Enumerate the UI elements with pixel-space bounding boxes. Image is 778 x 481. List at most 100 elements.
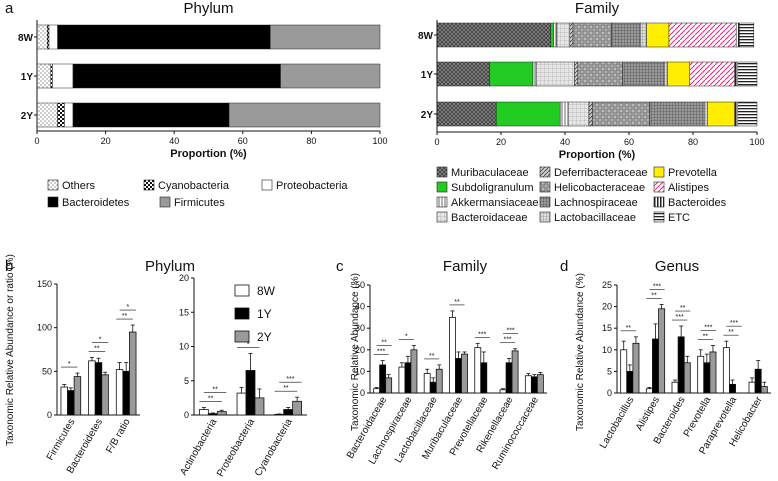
b-phylum-right-category-label: Cyanobacteria [253,417,295,479]
family-stack-seg-lachnospiraceae [622,61,665,87]
family-stack-seg-subdoligranulum [489,61,534,87]
c-family-bar [536,374,544,394]
phylum-legend-item-label: Cyanobacteria [158,180,230,192]
family-stack-seg-subdoligranulum [495,101,561,127]
phylum-stack-seg-proteobacteria [52,63,74,89]
b-phylum-right-ytick-label: 15 [179,307,189,317]
d-genus-signif-label: *** [730,320,738,327]
d-genus-bar [645,388,653,394]
d-genus-bar [677,336,685,394]
c-family-bar [385,377,393,394]
family-stack-xtick-label: 0 [434,137,439,147]
b-phylum-left-signif-label: * [68,361,71,368]
panel-label-c: c [336,258,344,275]
c-family-ytick-label: 40 [355,302,365,312]
d-genus-signif-label: *** [676,314,684,321]
d-genus-title: Genus [655,258,699,275]
family-legend-item-swatch [653,181,665,193]
phylum-stack-xtick-label: 0 [34,136,39,146]
phylum-stack-xtick-label: 40 [169,136,179,146]
b-legend-swatch [234,330,250,343]
family-stack-row-label: 2Y [421,110,434,121]
family-stack-xlabel: Proportion (%) [559,149,636,161]
b-phylum-left-bar [73,376,82,416]
b-phylum-right-bar [236,392,247,416]
family-stack-seg-deferribacteraceae [588,101,593,127]
d-genus-bar [722,347,730,394]
d-genus-bar [748,381,756,394]
family-stack-xtick-label: 80 [688,137,698,147]
b-phylum-right-bar [245,370,256,416]
d-genus-category-label: Alistipes [634,395,662,433]
b-legend-swatch [234,284,250,297]
family-stack-xtick-label: 100 [749,137,764,147]
c-family-bar [398,366,406,394]
family-stack-seg-muribaculaceae [436,61,491,87]
d-genus-bar [703,362,711,394]
family-stack-seg-bacteroides [734,101,739,127]
b-phylum-left-ytick-label: 100 [37,323,52,333]
d-genus-bar [626,370,634,394]
c-family-bar [379,364,387,394]
phylum-stack-xtick-label: 20 [101,136,111,146]
phylum-legend-item-label: Bacteroidetes [62,197,130,209]
family-stack-seg-deferribacteraceae [574,61,579,87]
c-family-bar [480,362,488,394]
c-family-bar [373,388,381,394]
family-legend-item-label: Prevotella [668,167,718,179]
d-genus-bar [671,381,679,394]
family-stack-seg-muribaculaceae [436,22,551,48]
d-genus-signif-label: *** [704,324,712,331]
phylum-stack-seg-firmicutes [228,102,381,128]
b-phylum-right-category-label: Actinobacteria [178,417,219,478]
b-phylum-right-signif-label: ** [208,395,214,402]
b-phylum-left-signif-label: * [99,336,102,343]
b-phylum-right-ytick-label: 10 [179,342,189,352]
phylum-stack-xtick-label: 60 [238,136,248,146]
family-stack-xtick-label: 20 [496,137,506,147]
c-family-bar [435,368,443,394]
family-stack-seg-muribaculaceae [436,101,497,127]
c-family-signif-label: *** [377,349,385,356]
phylum-stack-seg-proteobacteria [64,102,74,128]
family-stack-xtick-label: 60 [624,137,634,147]
phylum-stack-row-label: 2Y [21,111,34,122]
c-family-ytick-label: 0 [360,388,365,398]
family-stack-seg-lactobacillaceae [703,101,708,127]
family-stack-seg-etc [739,22,755,48]
c-family-bar [530,376,538,394]
phylum-stack-seg-others [36,24,48,50]
b-legend-label: 8W [257,284,276,298]
b-phylum-left-bar [129,331,137,416]
family-legend-item-label: Bacteroides [668,197,727,209]
d-genus-category-label: Lactobacillus [598,395,636,451]
d-genus-bar [697,355,705,394]
phylum-stack-xtick-label: 80 [306,136,316,146]
family-stack-seg-prevotella [707,101,735,127]
family-stack-seg-bacteroides [735,22,740,48]
c-family-bar [524,375,532,394]
family-legend-item-swatch [653,211,665,223]
c-family-bar [410,349,418,394]
family-stack-seg-lachnospiraceae [649,101,705,127]
b-phylum-left-category-label: F/B ratio [104,417,133,456]
family-stack-seg-prevotella [646,22,670,48]
family-stack-seg-subdoligranulum [550,22,555,48]
family-stack-seg-lactobacillaceae [639,22,647,48]
c-family-ytick-label: 50 [355,280,365,290]
phylum-stack-seg-bacteroidetes [72,63,281,89]
c-family-bar [449,316,456,394]
panel-label-a: a [5,0,14,17]
d-genus-ytick-label: 10 [602,345,612,355]
c-family-signif-label: ** [381,340,387,347]
b-phylum-left-bar [67,390,75,416]
c-family-bar [461,353,468,394]
phylum-legend-item-swatch [143,179,155,191]
b-phylum-ylabel: Taxonomic Relative Abundance or ratio (%… [5,254,16,446]
b-phylum-left-bar [115,369,124,416]
family-stack-row-label: 1Y [421,70,434,81]
b-phylum-right-ytick-label: 20 [179,273,189,283]
family-stack-seg-prevotella [667,61,691,87]
d-genus-ytick-label: 0 [607,388,612,398]
